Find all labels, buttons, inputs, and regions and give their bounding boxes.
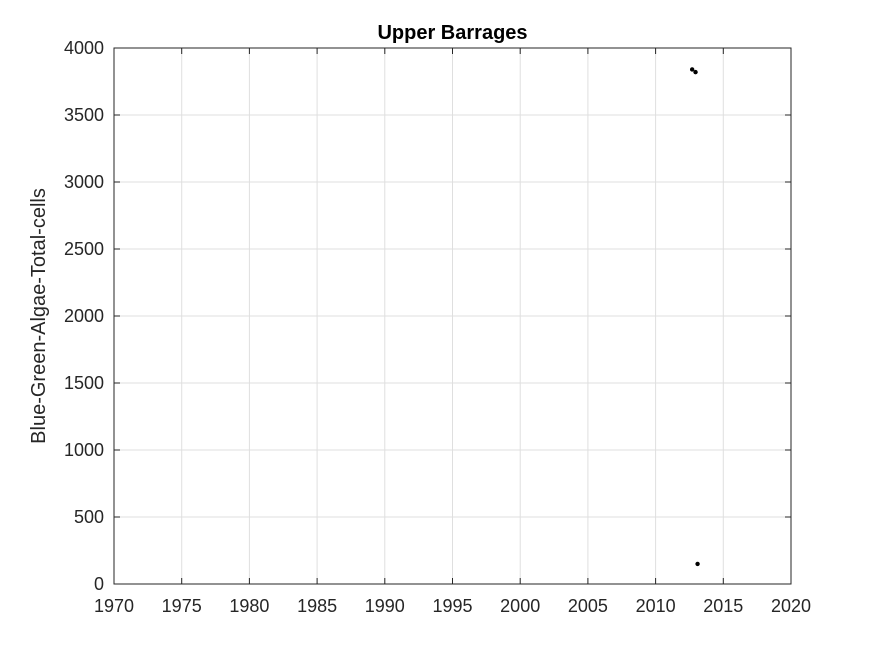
y-tick-label: 3500 xyxy=(64,105,104,125)
x-tick-label: 1990 xyxy=(365,596,405,616)
x-tick-labels: 1970 1975 1980 1985 1990 1995 2000 2005 2010 2015… xyxy=(94,596,811,616)
y-tick-label: 3000 xyxy=(64,172,104,192)
x-tick-label: 2010 xyxy=(636,596,676,616)
data-points xyxy=(689,67,700,567)
y-tick-label: 4000 xyxy=(64,38,104,58)
y-tick-label: 500 xyxy=(74,507,104,527)
x-tick-label: 1975 xyxy=(162,596,202,616)
y-tick-label: 1000 xyxy=(64,440,104,460)
x-tick-label: 2000 xyxy=(500,596,540,616)
data-point xyxy=(693,69,698,75)
y-tick-labels: 0 500 1000 1500 2000 2500 3000 3500 4000 xyxy=(64,38,104,594)
x-tick-label: 2015 xyxy=(703,596,743,616)
x-tick-label: 1980 xyxy=(229,596,269,616)
data-point xyxy=(689,67,695,72)
chart-title: Upper Barrages xyxy=(377,22,527,44)
x-tick-label: 2020 xyxy=(771,596,811,616)
x-tick-label: 2005 xyxy=(568,596,608,616)
y-axis-label: Blue-Green-Algae-Total-cells xyxy=(28,188,50,444)
y-tick-label: 1500 xyxy=(64,373,104,393)
y-tick-label: 2000 xyxy=(64,306,104,326)
x-tick-label: 1985 xyxy=(297,596,337,616)
y-tick-label: 2500 xyxy=(64,239,104,259)
tick-marks xyxy=(113,47,792,585)
x-tick-label: 1970 xyxy=(94,596,134,616)
y-tick-label: 0 xyxy=(94,574,104,594)
grid-lines xyxy=(113,47,792,585)
data-point xyxy=(695,561,700,567)
x-tick-label: 1995 xyxy=(432,596,472,616)
